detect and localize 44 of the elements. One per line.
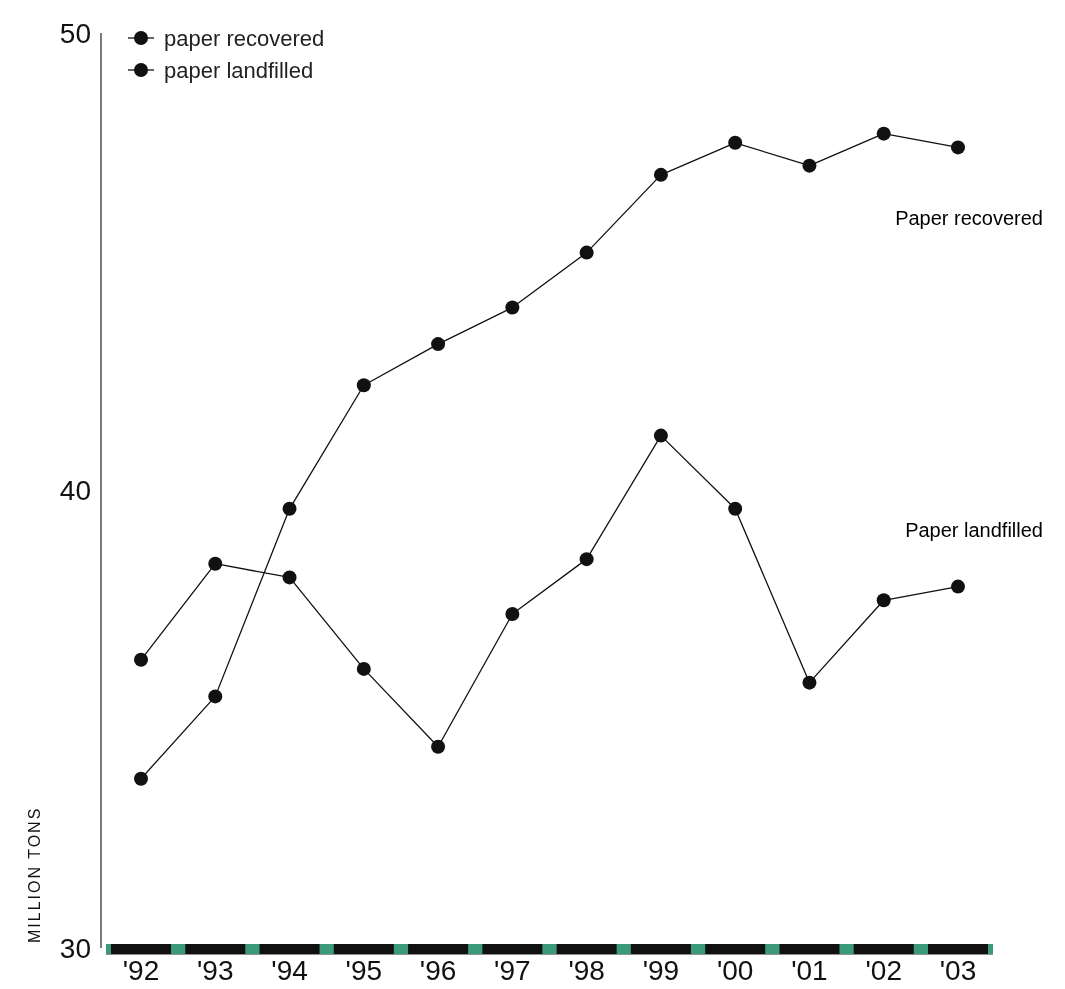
point — [356, 661, 371, 676]
point — [431, 337, 446, 352]
point — [951, 579, 965, 594]
point — [282, 501, 297, 516]
y-tick-label: 30 — [59, 932, 91, 964]
x-tick-label: '96 — [419, 955, 457, 986]
point — [653, 428, 668, 443]
point — [505, 607, 520, 622]
x-tick-label: '93 — [197, 955, 234, 986]
legend-label: paper landfilled — [164, 57, 314, 83]
x-tick-label: '95 — [345, 955, 383, 986]
x-tick-label: '99 — [642, 955, 680, 986]
x-tick-label: '01 — [791, 955, 828, 986]
y-tick-label: 40 — [59, 475, 91, 506]
point — [208, 556, 223, 571]
point — [356, 378, 371, 393]
annotation: Paper recovered — [895, 207, 1043, 230]
point — [653, 167, 668, 182]
x-tick-label: '97 — [494, 955, 531, 986]
point — [134, 771, 148, 786]
point — [728, 501, 743, 516]
point — [208, 689, 223, 704]
point — [876, 126, 891, 141]
x-tick-label: '92 — [122, 955, 160, 986]
x-tick-label: '00 — [716, 955, 754, 986]
point — [802, 158, 817, 173]
point — [728, 135, 743, 150]
point — [505, 300, 520, 315]
legend-label: paper recovered — [164, 25, 325, 51]
point — [282, 570, 297, 585]
point — [951, 140, 965, 155]
point — [134, 652, 148, 667]
point — [579, 552, 594, 567]
annotation: Paper landfilled — [905, 518, 1043, 541]
x-tick-label: '03 — [939, 955, 977, 986]
x-tick-label: '02 — [865, 955, 902, 986]
y-tick-label: 50 — [59, 17, 91, 49]
point — [876, 593, 891, 608]
x-tick-label: '98 — [568, 955, 605, 986]
point — [579, 245, 594, 260]
y-axis-title: MILLION TONS — [26, 806, 43, 943]
x-tick-label: '94 — [271, 955, 308, 986]
point — [802, 675, 817, 690]
point — [431, 739, 446, 754]
